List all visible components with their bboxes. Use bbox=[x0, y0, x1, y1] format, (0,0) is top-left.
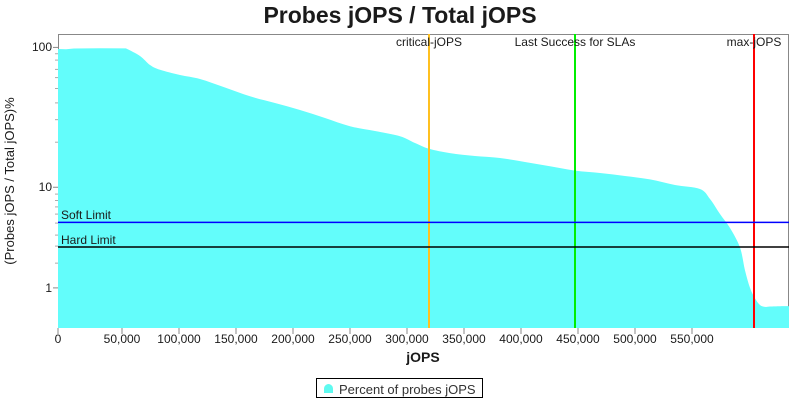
svg-text:500,000: 500,000 bbox=[613, 332, 657, 346]
svg-text:200,000: 200,000 bbox=[271, 332, 315, 346]
svg-text:50,000: 50,000 bbox=[104, 332, 141, 346]
svg-text:300,000: 300,000 bbox=[385, 332, 429, 346]
svg-text:350,000: 350,000 bbox=[442, 332, 486, 346]
svg-text:250,000: 250,000 bbox=[328, 332, 372, 346]
svg-text:450,000: 450,000 bbox=[556, 332, 600, 346]
svg-text:1: 1 bbox=[45, 281, 52, 295]
svg-text:Soft Limit: Soft Limit bbox=[61, 208, 112, 222]
svg-text:100,000: 100,000 bbox=[157, 332, 201, 346]
svg-text:Probes jOPS / Total jOPS: Probes jOPS / Total jOPS bbox=[263, 2, 536, 28]
svg-text:100: 100 bbox=[32, 40, 52, 54]
svg-text:jOPS: jOPS bbox=[405, 349, 439, 365]
svg-text:max-jOPS: max-jOPS bbox=[727, 35, 782, 49]
svg-text:550,000: 550,000 bbox=[670, 332, 714, 346]
svg-text:critical-jOPS: critical-jOPS bbox=[396, 35, 462, 49]
svg-text:0: 0 bbox=[55, 332, 62, 346]
svg-text:10: 10 bbox=[39, 180, 53, 194]
svg-text:Last Success for SLAs: Last Success for SLAs bbox=[515, 35, 636, 49]
svg-text:Hard Limit: Hard Limit bbox=[61, 233, 116, 247]
svg-text:Percent of probes jOPS: Percent of probes jOPS bbox=[339, 382, 476, 397]
svg-text:150,000: 150,000 bbox=[214, 332, 258, 346]
svg-text:400,000: 400,000 bbox=[499, 332, 543, 346]
svg-text:(Probes jOPS / Total jOPS)%: (Probes jOPS / Total jOPS)% bbox=[2, 97, 17, 265]
